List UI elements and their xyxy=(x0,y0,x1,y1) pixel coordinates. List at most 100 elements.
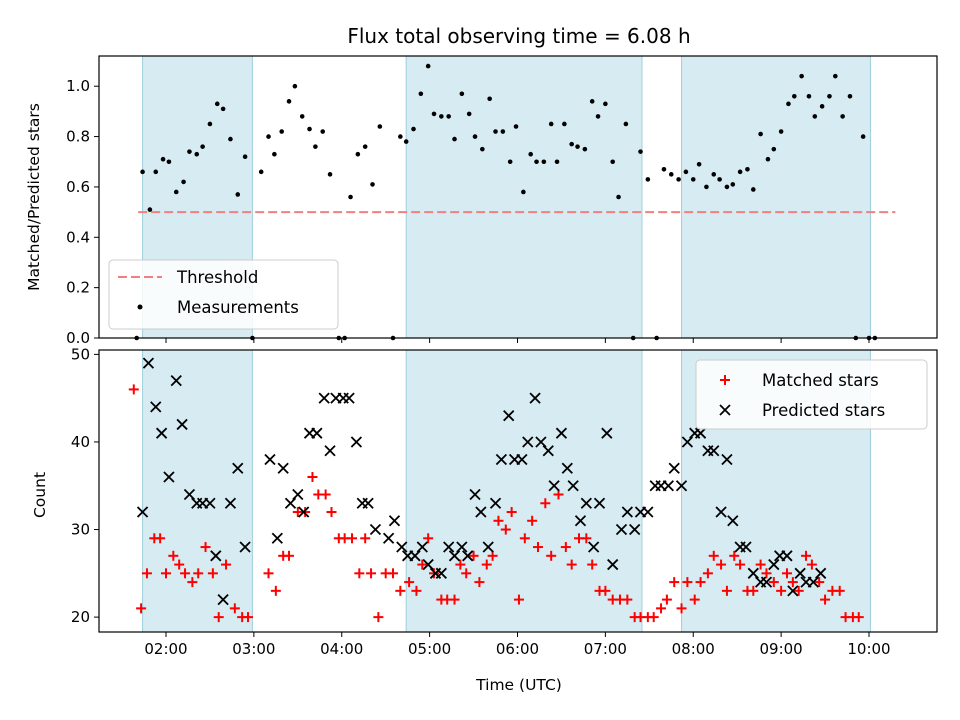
matched-point xyxy=(307,471,318,482)
predicted-point xyxy=(311,427,323,439)
x-b xyxy=(462,550,474,562)
data-point xyxy=(220,106,226,112)
x-b xyxy=(574,515,587,527)
legend-bottom: Matched stars Predicted stars xyxy=(695,359,928,430)
observing-window xyxy=(406,56,642,338)
x-b xyxy=(694,427,707,439)
matched-point xyxy=(708,550,719,561)
data-point xyxy=(730,182,736,187)
predicted-point xyxy=(183,488,196,501)
x-b xyxy=(489,497,502,509)
predicted-point xyxy=(369,523,382,536)
x-b xyxy=(601,427,613,439)
x-b xyxy=(588,541,600,553)
matched-point xyxy=(566,559,577,570)
predicted-point xyxy=(642,506,654,518)
predicted-point xyxy=(815,567,827,579)
y-tick-label: 0.6 xyxy=(66,178,90,196)
data-point xyxy=(711,172,717,177)
data-point xyxy=(327,172,333,177)
data-point xyxy=(771,146,777,152)
observing-window xyxy=(142,350,253,632)
x-b xyxy=(435,567,447,579)
data-point xyxy=(765,156,771,162)
data-point xyxy=(595,114,601,119)
data-point xyxy=(847,93,853,99)
x-b xyxy=(210,550,222,562)
predicted-point xyxy=(503,410,515,422)
matched-point xyxy=(600,585,611,596)
predicted-point xyxy=(542,445,554,457)
matched-point xyxy=(748,585,759,596)
matched-point xyxy=(519,533,530,544)
x-b xyxy=(727,515,739,527)
matched-point xyxy=(656,603,667,614)
data-point xyxy=(610,159,615,165)
x-b xyxy=(580,497,592,509)
matched-point xyxy=(729,550,740,561)
matched-point xyxy=(200,542,211,553)
matched-point xyxy=(180,568,191,579)
predicted-point xyxy=(448,550,461,562)
x-tick-label: 08:00 xyxy=(672,640,715,658)
matched-point xyxy=(404,577,415,588)
data-point xyxy=(819,104,825,109)
data-point xyxy=(235,192,241,197)
matched-point xyxy=(193,568,204,579)
matched-point xyxy=(423,533,434,544)
predicted-point xyxy=(469,488,481,501)
data-point xyxy=(575,144,580,149)
legend-threshold-label: Threshold xyxy=(176,268,258,287)
chart-title: Flux total observing time = 6.08 h xyxy=(347,24,690,48)
matched-point xyxy=(141,568,152,579)
data-point xyxy=(286,99,292,104)
x-b xyxy=(422,558,434,571)
data-point xyxy=(690,177,696,182)
predicted-point xyxy=(561,462,573,474)
matched-point xyxy=(481,559,492,570)
legend-matched-swatch xyxy=(720,375,730,385)
data-point xyxy=(528,151,533,157)
predicted-point xyxy=(136,506,149,518)
predicted-point xyxy=(495,453,508,466)
data-point xyxy=(840,114,845,119)
matched-point xyxy=(354,568,365,579)
data-point xyxy=(534,159,539,165)
data-point xyxy=(403,139,409,144)
matched-point xyxy=(546,550,557,561)
data-point xyxy=(806,93,812,99)
x-b xyxy=(721,453,733,466)
predicted-point xyxy=(176,418,188,431)
data-point xyxy=(411,126,416,132)
predicted-point xyxy=(593,497,606,509)
data-point xyxy=(258,169,264,175)
predicted-point xyxy=(721,453,733,466)
data-point xyxy=(786,101,791,107)
data-point xyxy=(355,151,361,157)
matched-point xyxy=(820,594,831,605)
x-b xyxy=(170,375,182,387)
legend-top: Threshold Measurements xyxy=(108,259,339,330)
data-point xyxy=(562,121,567,127)
data-point xyxy=(541,159,547,165)
matched-point xyxy=(347,533,358,544)
legend-box xyxy=(108,259,339,330)
predicted-point xyxy=(529,392,541,404)
matched-point xyxy=(581,533,592,544)
predicted-point xyxy=(482,541,494,553)
x-b xyxy=(382,532,395,544)
x-b xyxy=(388,515,401,527)
matched-point xyxy=(721,585,732,596)
data-point xyxy=(292,83,298,89)
data-point xyxy=(200,144,205,149)
y-tick-label: 30 xyxy=(71,521,90,539)
x-b xyxy=(324,445,336,457)
data-point xyxy=(377,124,383,129)
matched-point xyxy=(735,559,746,570)
matched-point xyxy=(243,612,254,623)
y-tick-label: 0.8 xyxy=(66,128,90,146)
data-point xyxy=(750,187,756,192)
x-b xyxy=(522,436,534,448)
x-b xyxy=(318,392,330,404)
x-b xyxy=(150,401,162,413)
